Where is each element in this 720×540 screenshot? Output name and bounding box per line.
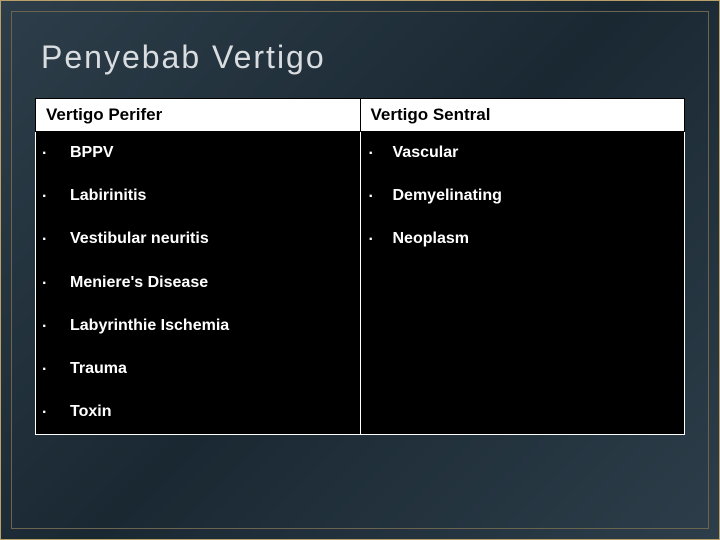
bullet-icon: · bbox=[42, 317, 62, 336]
bullet-icon: · bbox=[42, 144, 62, 163]
sentral-item: Neoplasm bbox=[393, 230, 469, 248]
table-row: · BPPV · Vascular bbox=[36, 132, 685, 176]
bullet-icon: · bbox=[42, 274, 62, 293]
empty-cell bbox=[361, 391, 685, 431]
col-header-perifer: Vertigo Perifer bbox=[36, 99, 361, 132]
vertigo-table: Vertigo Perifer Vertigo Sentral · BPPV ·… bbox=[35, 98, 685, 435]
perifer-item: Labyrinthie Ischemia bbox=[70, 317, 229, 335]
perifer-item: BPPV bbox=[70, 144, 114, 162]
table-row: · Labirinitis · Demyelinating bbox=[36, 175, 685, 218]
slide: Penyebab Vertigo Vertigo Perifer Vertigo… bbox=[0, 0, 720, 540]
table-row: · Trauma bbox=[36, 348, 685, 391]
table-row: · Toxin bbox=[36, 391, 685, 435]
col-header-sentral: Vertigo Sentral bbox=[360, 99, 685, 132]
empty-cell bbox=[361, 262, 685, 302]
perifer-item: Toxin bbox=[70, 403, 111, 421]
bullet-icon: · bbox=[369, 230, 389, 249]
table-row: · Vestibular neuritis · Neoplasm bbox=[36, 218, 685, 261]
bullet-icon: · bbox=[42, 187, 62, 206]
bullet-icon: · bbox=[369, 187, 389, 206]
table-header-row: Vertigo Perifer Vertigo Sentral bbox=[36, 99, 685, 132]
bullet-icon: · bbox=[42, 230, 62, 249]
slide-title: Penyebab Vertigo bbox=[41, 39, 685, 76]
perifer-item: Labirinitis bbox=[70, 187, 146, 205]
bullet-icon: · bbox=[42, 403, 62, 422]
sentral-item: Demyelinating bbox=[393, 187, 502, 205]
empty-cell bbox=[361, 348, 685, 388]
sentral-item: Vascular bbox=[393, 144, 459, 162]
perifer-item: Trauma bbox=[70, 360, 127, 378]
bullet-icon: · bbox=[42, 360, 62, 379]
empty-cell bbox=[361, 305, 685, 345]
table-row: · Meniere's Disease bbox=[36, 262, 685, 305]
perifer-item: Meniere's Disease bbox=[70, 274, 208, 292]
perifer-item: Vestibular neuritis bbox=[70, 230, 209, 248]
bullet-icon: · bbox=[369, 144, 389, 163]
table-row: · Labyrinthie Ischemia bbox=[36, 305, 685, 348]
